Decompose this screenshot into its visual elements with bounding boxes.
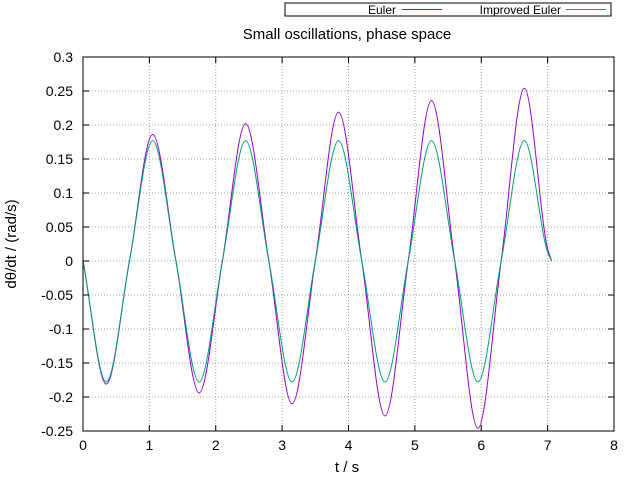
legend: Euler Improved Euler [284, 2, 612, 17]
x-tick-label: 4 [345, 437, 353, 453]
x-tick-label: 8 [610, 437, 618, 453]
grid [83, 57, 614, 431]
y-tick-label: -0.1 [49, 321, 73, 337]
series-line-improved-euler [82, 140, 553, 383]
legend-label-euler: Euler [368, 3, 396, 17]
x-tick-label: 0 [79, 437, 87, 453]
y-tick-label: 0.3 [54, 49, 74, 65]
y-tick-label: 0.2 [54, 117, 74, 133]
y-tick-label: 0.25 [46, 83, 73, 99]
y-tick-label: -0.2 [49, 389, 73, 405]
y-tick-label: 0.1 [54, 185, 74, 201]
x-tick-labels: 0 1 2 3 4 5 6 7 8 [79, 437, 618, 453]
legend-box [284, 2, 612, 17]
x-tick-label: 3 [278, 437, 286, 453]
y-tick-label: -0.15 [41, 355, 73, 371]
x-tick-label: 1 [145, 437, 153, 453]
y-tick-label: -0.05 [41, 287, 73, 303]
y-tick-label: 0.05 [46, 219, 73, 235]
x-tick-label: 2 [212, 437, 220, 453]
series-group [82, 87, 553, 429]
legend-label-improved-euler: Improved Euler [480, 3, 561, 17]
y-axis-label: dθ/dt / (rad/s) [3, 199, 20, 288]
x-axis-label: t / s [335, 459, 359, 476]
ticks [82, 56, 615, 432]
x-tick-label: 7 [544, 437, 552, 453]
x-tick-label: 6 [477, 437, 485, 453]
y-tick-labels: -0.25 -0.2 -0.15 -0.1 -0.05 0 0.05 0.1 0.15 0.2 0.… [41, 49, 73, 439]
y-tick-label: -0.25 [41, 423, 73, 439]
x-tick-label: 5 [411, 437, 419, 453]
y-tick-label: 0.15 [46, 151, 73, 167]
chart-title: Small oscillations, phase space [243, 26, 451, 43]
y-tick-label: 0 [65, 253, 73, 269]
